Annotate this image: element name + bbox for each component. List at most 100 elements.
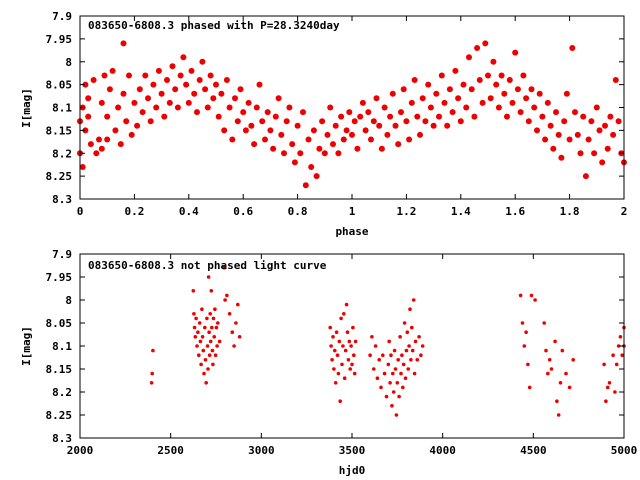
- phased-point-69: [245, 99, 252, 106]
- phased-point-57: [213, 81, 219, 88]
- phased-point-195: [588, 118, 595, 125]
- unphased-point-86: [381, 353, 385, 358]
- unphased-y-tick-label-5: 8.15: [46, 363, 73, 376]
- unphased-point-1: [150, 371, 154, 376]
- phased-point-66: [237, 86, 244, 93]
- phased-point-136: [427, 104, 434, 111]
- phased-panel: 0 0.2 0.4 0.6 0.8 1 1.2 1.4 1.6 1.8 2 7.9 7.95 8 8.05…: [20, 10, 627, 238]
- phased-point-64: [232, 95, 238, 102]
- unphased-point-51: [329, 344, 333, 348]
- phased-point-203: [610, 131, 617, 138]
- phased-point-148: [460, 81, 467, 88]
- unphased-point-19: [203, 358, 208, 362]
- phased-x-tick-label-7: 1.4: [451, 205, 471, 218]
- phased-point-11: [96, 136, 102, 143]
- unphased-point-60: [337, 339, 342, 344]
- phased-point-167: [512, 49, 519, 56]
- phased-y-ticks: 7.9 7.95 8 8.05 8.1 8.15 8.2 8.25 8.3: [46, 10, 624, 206]
- unphased-point-79: [368, 353, 372, 358]
- unphased-y-tick-label-4: 8.1: [52, 340, 72, 353]
- unphased-point-81: [372, 367, 376, 371]
- unphased-x-ticks: 2000 2500 3000 3500 4000 4500 5000: [67, 254, 637, 457]
- unphased-point-92: [389, 353, 393, 358]
- unphased-title: 083650-6808.3 not phased light curve: [88, 259, 327, 272]
- phased-point-9: [90, 77, 97, 83]
- phased-point-184: [558, 154, 565, 161]
- phased-point-188: [569, 45, 576, 51]
- unphased-point-111: [406, 367, 411, 371]
- unphased-point-12: [198, 339, 203, 344]
- phased-point-171: [523, 95, 530, 102]
- unphased-point-77: [352, 371, 357, 376]
- unphased-point-29: [209, 289, 214, 293]
- unphased-point-30: [210, 325, 214, 330]
- unphased-point-118: [412, 371, 417, 376]
- phased-point-151: [468, 86, 475, 93]
- unphased-point-144: [571, 358, 575, 362]
- phased-point-141: [441, 99, 448, 106]
- unphased-point-71: [347, 339, 352, 344]
- unphased-point-107: [402, 321, 407, 325]
- phased-point-55: [207, 72, 214, 79]
- phased-point-178: [542, 136, 549, 143]
- phased-x-ticks: 0 0.2 0.4 0.6 0.8 1 1.2 1.4 1.6 1.8 2: [77, 16, 627, 218]
- unphased-point-52: [330, 358, 334, 362]
- unphased-point-104: [400, 353, 404, 358]
- unphased-point-73: [349, 344, 353, 348]
- phased-point-113: [365, 109, 372, 116]
- phased-point-192: [580, 113, 587, 120]
- unphased-point-59: [336, 371, 341, 376]
- unphased-point-129: [527, 385, 532, 390]
- phased-point-133: [419, 95, 426, 102]
- phased-point-97: [321, 150, 328, 157]
- unphased-point-141: [560, 348, 565, 353]
- unphased-point-153: [618, 335, 623, 339]
- phased-point-50: [194, 109, 200, 116]
- unphased-point-102: [398, 335, 402, 339]
- phased-point-106: [346, 109, 353, 116]
- unphased-point-48: [236, 302, 240, 307]
- phased-point-72: [253, 104, 260, 111]
- unphased-x-tick-label-4: 4000: [429, 444, 456, 457]
- phased-point-40: [166, 99, 173, 106]
- unphased-point-143: [567, 385, 572, 390]
- phased-x-tick-label-9: 1.8: [560, 205, 580, 218]
- unphased-point-11: [197, 321, 202, 325]
- unphased-point-53: [331, 335, 335, 339]
- phased-point-99: [327, 104, 334, 111]
- phased-point-198: [596, 127, 603, 134]
- unphased-point-65: [342, 312, 346, 316]
- unphased-point-37: [214, 325, 219, 330]
- phased-point-199: [599, 159, 606, 166]
- phased-point-31: [142, 72, 149, 79]
- unphased-point-115: [410, 325, 414, 330]
- phased-point-88: [297, 150, 304, 157]
- phased-point-27: [131, 99, 138, 106]
- unphased-point-22: [205, 344, 210, 348]
- phased-point-15: [104, 113, 111, 120]
- phased-point-21: [117, 141, 124, 148]
- phased-point-34: [150, 81, 157, 88]
- phased-point-39: [164, 77, 170, 83]
- phased-point-76: [264, 109, 271, 116]
- unphased-point-154: [620, 353, 624, 358]
- unphased-point-0: [149, 381, 154, 385]
- unphased-point-83: [375, 376, 380, 381]
- phased-point-142: [444, 122, 451, 129]
- unphased-point-148: [607, 381, 612, 385]
- unphased-point-103: [399, 371, 403, 376]
- phased-x-tick-label-0: 0: [77, 205, 84, 218]
- phased-point-90: [302, 182, 309, 189]
- unphased-point-82: [373, 344, 378, 348]
- phased-point-112: [362, 127, 369, 134]
- phased-point-86: [291, 159, 298, 166]
- unphased-point-36: [213, 353, 218, 358]
- unphased-point-24: [206, 275, 211, 279]
- unphased-point-75: [351, 325, 355, 330]
- unphased-point-74: [350, 362, 354, 367]
- unphased-point-149: [611, 353, 615, 358]
- unphased-point-42: [223, 298, 227, 302]
- phased-y-tick-label-0: 7.9: [52, 10, 72, 23]
- phased-point-46: [183, 81, 190, 88]
